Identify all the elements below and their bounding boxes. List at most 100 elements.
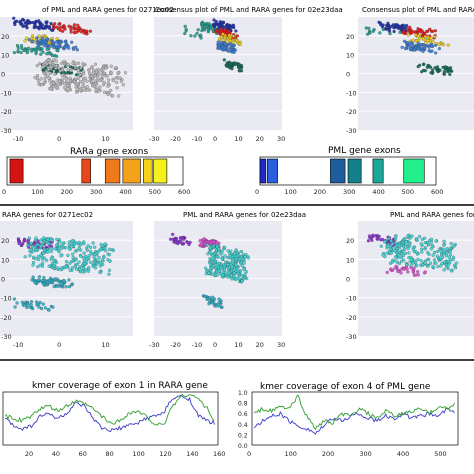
scatter-point [211, 295, 215, 299]
scatter-point [217, 304, 221, 308]
scatter-point [49, 44, 54, 48]
scatter-point [390, 260, 394, 264]
scatter-point [399, 255, 403, 260]
scatter-point [402, 267, 406, 271]
scatter-point [208, 262, 213, 266]
scatter-point [426, 39, 430, 43]
scatter-point [49, 21, 53, 26]
scatter-point [407, 25, 412, 29]
scatter-point [123, 71, 128, 75]
scatter-point [406, 270, 410, 274]
scatter-point [216, 46, 221, 50]
scatter-point [200, 25, 204, 29]
x-tick-label: -20 [170, 341, 181, 349]
scatter-point [208, 250, 212, 255]
scatter-point [117, 94, 121, 98]
scatter-point [23, 238, 27, 243]
scatter-point [71, 255, 75, 260]
scatter-point [439, 252, 444, 257]
scatter-point [71, 252, 75, 256]
scatter-point [423, 69, 427, 73]
scatter-point [234, 248, 238, 252]
scatter-point [35, 36, 39, 40]
scatter-point [27, 38, 31, 42]
scatter-point [174, 236, 179, 241]
scatter-point [444, 66, 449, 70]
scatter-point [99, 68, 104, 72]
scatter-point [419, 258, 423, 263]
scatter-point [379, 244, 383, 248]
scatter-point [25, 36, 29, 40]
scatter-point [34, 247, 38, 252]
scatter-point [429, 29, 434, 33]
scatter-point [416, 273, 420, 277]
scatter-point [31, 260, 36, 265]
scatter-point [431, 264, 435, 269]
scatter-point [26, 302, 30, 306]
scatter-point [195, 31, 199, 36]
scatter-point [446, 259, 450, 264]
scatter-point [394, 234, 398, 239]
scatter-point [394, 237, 398, 242]
scatter-point [102, 246, 106, 250]
scatter-point [199, 33, 203, 37]
scatter-point [40, 82, 44, 87]
scatter-point [217, 41, 221, 45]
scatter-point [40, 47, 44, 51]
exon-bar [267, 158, 278, 184]
scatter-point [16, 237, 21, 241]
scatter-point [105, 74, 109, 78]
scatter-point [75, 262, 79, 267]
y-tick-label: -20 [1, 314, 12, 322]
scatter-point [52, 45, 56, 50]
x-tick-label: 60 [79, 450, 87, 458]
scatter-point [235, 34, 239, 38]
scatter-point [49, 65, 53, 69]
exon-bar [347, 158, 362, 184]
scatter-point [37, 302, 41, 306]
scatter-point [211, 257, 215, 261]
scatter-point [451, 257, 455, 262]
scatter-point [218, 20, 222, 24]
scatter-point [427, 45, 431, 49]
scatter-point [233, 251, 237, 256]
x-tick-label: 200 [314, 188, 326, 196]
scatter-point [60, 77, 65, 81]
scatter-point [93, 245, 97, 249]
scatter-point [56, 266, 60, 270]
scatter-point [67, 240, 71, 244]
scatter-point [225, 255, 230, 260]
scatter-point [405, 267, 409, 271]
title-c2: kmer coverage of exon 4 of PML gene [260, 382, 431, 392]
scatter-point [98, 78, 102, 83]
scatter-point [20, 22, 24, 26]
scatter-point [64, 77, 68, 81]
scatter-point [15, 19, 19, 23]
scatter-point [36, 265, 40, 269]
scatter-point [230, 265, 234, 269]
scatter-point [72, 242, 77, 246]
scatter-point [70, 40, 74, 44]
scatter-point [57, 280, 61, 284]
scatter-point [40, 36, 44, 40]
scatter-point [67, 46, 71, 50]
scatter-point [233, 48, 238, 52]
scatter-point [67, 24, 71, 28]
scatter-point [246, 256, 251, 260]
scatter-point [12, 297, 17, 301]
scatter-point [48, 276, 53, 280]
scatter-point [110, 71, 114, 75]
scatter-point [39, 253, 43, 257]
y-tick-label: 0 [1, 276, 5, 284]
scatter-point [211, 244, 216, 248]
scatter-point [89, 80, 94, 84]
scatter-point [43, 76, 47, 80]
scatter-point [45, 47, 49, 51]
line-series [4, 393, 455, 435]
scatter-point [181, 241, 185, 245]
scatter-point [33, 75, 37, 80]
x-tick-label: 120 [159, 450, 171, 458]
scatter-point [219, 35, 224, 39]
